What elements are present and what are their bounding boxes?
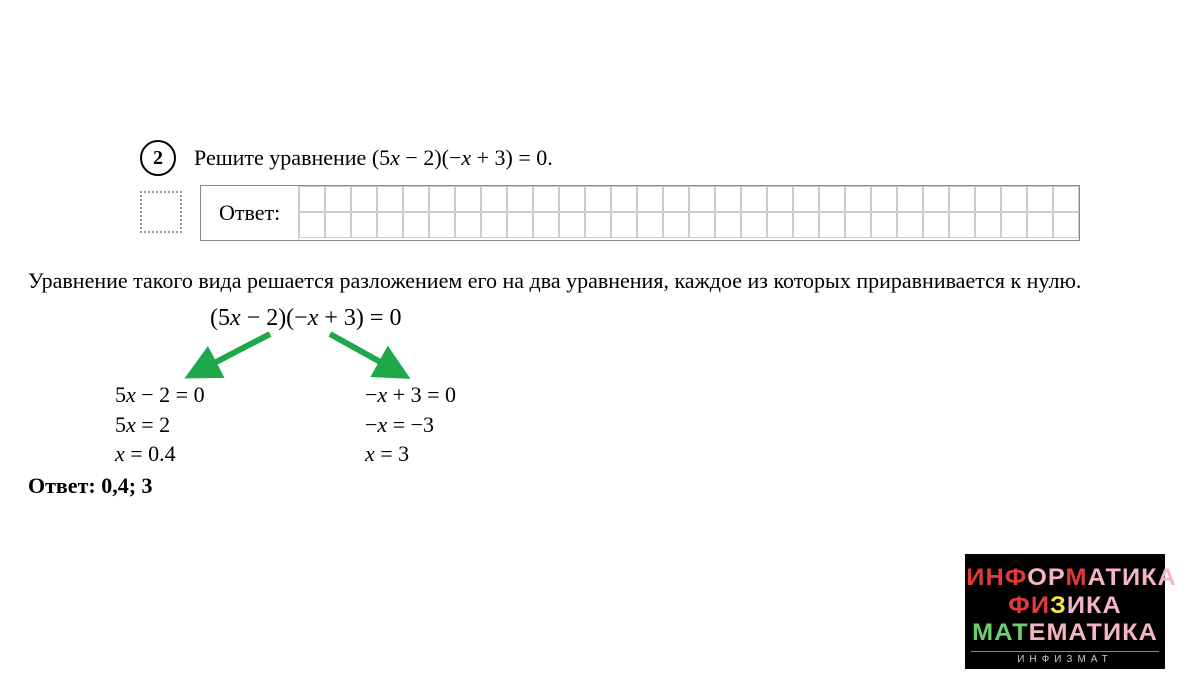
grid-cell: [325, 186, 351, 212]
grid-cell: [897, 186, 923, 212]
left-line3: x = 0.4: [115, 439, 205, 469]
grid-cell: [1053, 186, 1079, 212]
dotted-checkbox: [140, 191, 182, 233]
grid-cell: [845, 212, 871, 238]
problem-prompt-suffix: .: [547, 145, 553, 170]
grid-cell: [949, 212, 975, 238]
grid-cell: [559, 186, 585, 212]
problem-number: 2: [153, 147, 163, 170]
answer-label: Ответ:: [201, 186, 299, 240]
branch-left: 5x − 2 = 0 5x = 2 x = 0.4: [115, 380, 205, 469]
right-line3: x = 3: [365, 439, 456, 469]
grid-cell: [611, 212, 637, 238]
grid-cell: [793, 186, 819, 212]
grid-cell: [585, 212, 611, 238]
grid-cell: [455, 212, 481, 238]
grid-cell: [845, 186, 871, 212]
grid-cell: [715, 212, 741, 238]
grid-cell: [663, 212, 689, 238]
problem-number-circle: 2: [140, 140, 176, 176]
problem-header: 2 Решите уравнение (5x − 2)(−x + 3) = 0.: [140, 140, 553, 176]
grid-cell: [949, 186, 975, 212]
grid-cell: [559, 212, 585, 238]
grid-cell: [299, 186, 325, 212]
logo-line-1: ИНФОРМАТИКА: [966, 564, 1163, 592]
logo-badge: ИНФОРМАТИКА ФИЗИКА МАТЕМАТИКА ИНФИЗМАТ: [965, 554, 1165, 669]
final-answer: Ответ: 0,4; 3: [28, 473, 153, 499]
right-line2: −x = −3: [365, 410, 456, 440]
grid-cell: [741, 212, 767, 238]
grid-cell: [325, 212, 351, 238]
right-line1: −x + 3 = 0: [365, 380, 456, 410]
grid-cell: [923, 212, 949, 238]
grid-cell: [689, 212, 715, 238]
grid-cell: [897, 212, 923, 238]
grid-cell: [1053, 212, 1079, 238]
logo-line-2: ФИЗИКА: [966, 592, 1163, 620]
grid-cell: [481, 212, 507, 238]
grid-cell: [819, 212, 845, 238]
grid-cell: [1027, 186, 1053, 212]
grid-cell: [585, 186, 611, 212]
grid-cell: [377, 212, 403, 238]
grid-cell: [1027, 212, 1053, 238]
grid-cell: [351, 186, 377, 212]
grid-cell: [611, 186, 637, 212]
grid-cell: [637, 212, 663, 238]
grid-cell: [663, 186, 689, 212]
grid-cell: [507, 212, 533, 238]
grid-cell: [533, 212, 559, 238]
problem-text: Решите уравнение (5x − 2)(−x + 3) = 0.: [194, 145, 553, 171]
grid-cell: [299, 212, 325, 238]
grid-cell: [819, 186, 845, 212]
arrow-left: [195, 334, 270, 373]
grid-cell: [975, 212, 1001, 238]
grid-cell: [767, 186, 793, 212]
answer-row: Ответ:: [140, 185, 1080, 241]
grid-cell: [689, 186, 715, 212]
grid-cell: [975, 186, 1001, 212]
grid-cell: [533, 186, 559, 212]
grid-cell: [377, 186, 403, 212]
grid-cell: [871, 212, 897, 238]
grid-cell: [1001, 212, 1027, 238]
grid-cell: [923, 186, 949, 212]
grid-cell: [403, 186, 429, 212]
grid-cell: [793, 212, 819, 238]
answer-frame: Ответ:: [200, 185, 1080, 241]
grid-cell: [429, 212, 455, 238]
logo-line-3: МАТЕМАТИКА: [966, 619, 1163, 647]
branch-right: −x + 3 = 0 −x = −3 x = 3: [365, 380, 456, 469]
grid-cell: [715, 186, 741, 212]
grid-cell: [637, 186, 663, 212]
grid-cell: [1001, 186, 1027, 212]
grid-cell: [507, 186, 533, 212]
left-line2: 5x = 2: [115, 410, 205, 440]
grid-cell: [741, 186, 767, 212]
grid-cell: [403, 212, 429, 238]
logo-subtitle: ИНФИЗМАТ: [971, 651, 1159, 665]
grid-cell: [351, 212, 377, 238]
left-line1: 5x − 2 = 0: [115, 380, 205, 410]
split-arrows: [140, 328, 460, 388]
grid-cell: [429, 186, 455, 212]
grid-cell: [481, 186, 507, 212]
answer-grid: [299, 186, 1079, 240]
arrow-right: [330, 334, 400, 373]
grid-cell: [455, 186, 481, 212]
grid-cell: [871, 186, 897, 212]
explanation-text: Уравнение такого вида решается разложени…: [28, 268, 1081, 294]
grid-cell: [767, 212, 793, 238]
problem-prompt-prefix: Решите уравнение: [194, 145, 372, 170]
